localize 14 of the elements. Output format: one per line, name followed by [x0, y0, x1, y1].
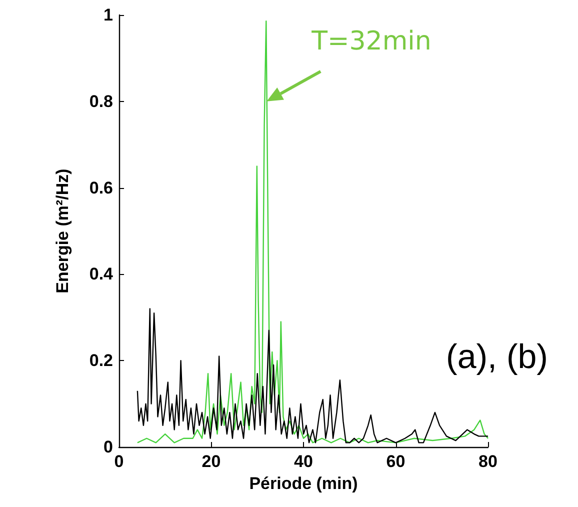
- y-tick-label: 0: [104, 438, 113, 456]
- x-tick-label: 20: [202, 452, 221, 471]
- y-tick-label: 0.6: [89, 178, 113, 198]
- x-tick-label: 80: [478, 452, 498, 471]
- y-tick-label: 1: [104, 6, 113, 24]
- y-axis-title: Energie (m²/Hz): [53, 168, 72, 294]
- x-axis-title: Période (min): [249, 474, 358, 493]
- x-tick-label: 40: [294, 452, 313, 471]
- x-tick-label: 60: [386, 452, 406, 471]
- y-tick-label: 0.8: [89, 92, 113, 111]
- annotation: T=32min: [310, 26, 432, 56]
- annotation: (a), (b): [446, 338, 548, 376]
- y-tick-label: 0.2: [89, 351, 113, 370]
- y-tick-label: 0.4: [89, 264, 114, 284]
